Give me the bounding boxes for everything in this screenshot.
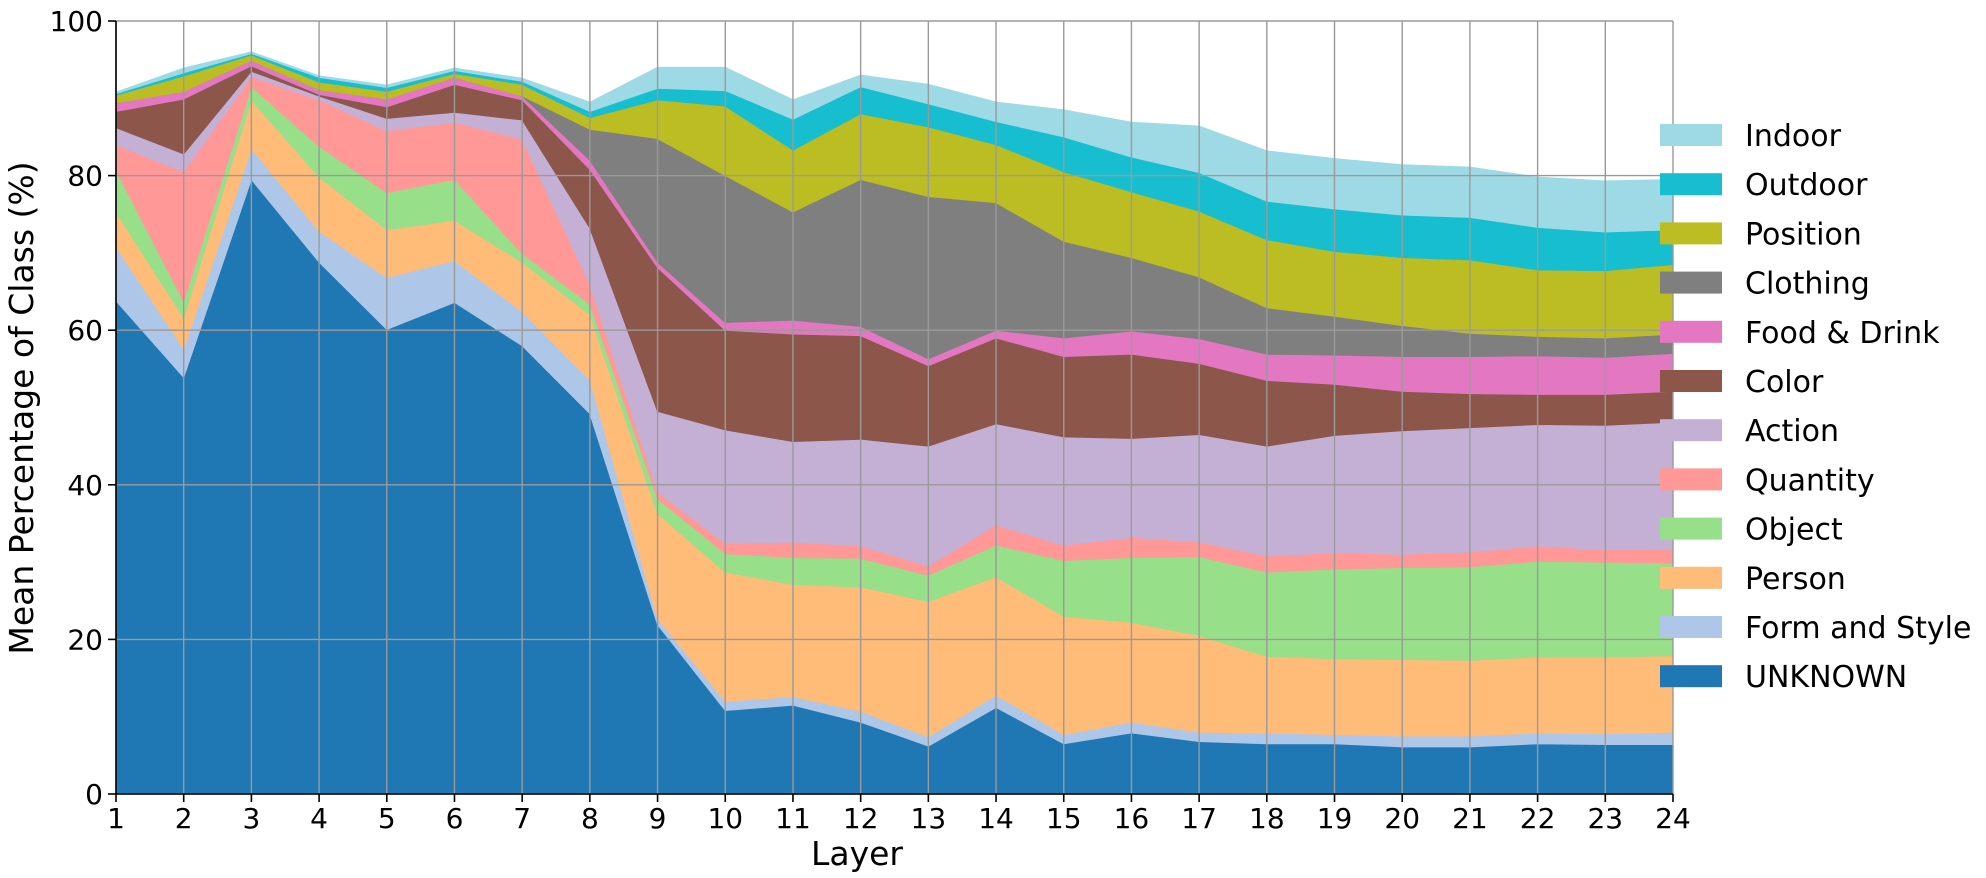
x-tick-label: 17 bbox=[1181, 802, 1217, 835]
legend-item-position: Position bbox=[1660, 217, 1862, 252]
x-tick-label: 5 bbox=[378, 802, 396, 835]
x-tick-label: 9 bbox=[649, 802, 667, 835]
legend-swatch bbox=[1660, 370, 1722, 392]
legend-swatch bbox=[1660, 271, 1722, 294]
legend-label: Object bbox=[1745, 513, 1843, 548]
legend-swatch bbox=[1660, 566, 1722, 589]
legend-label: Quantity bbox=[1745, 463, 1875, 498]
y-tick-label: 100 bbox=[50, 5, 103, 38]
legend-item-quantity: Quantity bbox=[1660, 463, 1875, 498]
x-tick-label: 13 bbox=[911, 802, 947, 835]
legend-swatch bbox=[1660, 222, 1722, 245]
legend-label: UNKNOWN bbox=[1745, 660, 1907, 695]
y-tick-label: 20 bbox=[67, 623, 103, 656]
x-axis-title: Layer bbox=[811, 834, 903, 873]
legend-label: Form and Style bbox=[1745, 611, 1971, 646]
y-tick-label: 80 bbox=[67, 160, 103, 193]
legend-label: Indoor bbox=[1745, 119, 1842, 154]
legend-swatch bbox=[1660, 419, 1722, 442]
x-tick-label: 15 bbox=[1046, 802, 1082, 835]
x-tick-label: 8 bbox=[581, 802, 599, 835]
legend-label: Food & Drink bbox=[1745, 316, 1940, 351]
chart-areas bbox=[115, 51, 1674, 795]
legend-item-unknown: UNKNOWN bbox=[1660, 660, 1907, 695]
x-tick-label: 20 bbox=[1384, 802, 1420, 835]
legend-item-color: Color bbox=[1660, 365, 1824, 400]
legend-swatch bbox=[1660, 173, 1722, 196]
x-tick-label: 4 bbox=[310, 802, 328, 835]
x-tick-label: 24 bbox=[1655, 802, 1691, 835]
x-tick-label: 22 bbox=[1520, 802, 1556, 835]
x-tick-label: 6 bbox=[446, 802, 464, 835]
tick-labels: 1 2 3 4 5 6 7 8 9 10 11 12 13 14 15 16 17 18 19 20 21 22 23 240… bbox=[50, 5, 1691, 835]
y-axis-title: Mean Percentage of Class (%) bbox=[2, 161, 41, 654]
legend-item-form-and-style: Form and Style bbox=[1660, 611, 1971, 646]
legend-item-outdoor: Outdoor bbox=[1660, 168, 1868, 203]
legend-label: Position bbox=[1745, 217, 1862, 252]
legend-item-action: Action bbox=[1660, 414, 1839, 449]
axes bbox=[108, 20, 1674, 802]
x-tick-label: 23 bbox=[1587, 802, 1623, 835]
x-tick-label: 14 bbox=[978, 802, 1014, 835]
y-tick-label: 0 bbox=[85, 778, 103, 811]
legend-item-clothing: Clothing bbox=[1660, 267, 1870, 302]
x-tick-label: 11 bbox=[775, 802, 811, 835]
y-tick-label: 60 bbox=[67, 314, 103, 347]
x-tick-label: 2 bbox=[175, 802, 193, 835]
legend-swatch bbox=[1660, 616, 1722, 638]
legend-item-food-and-drink: Food & Drink bbox=[1660, 316, 1940, 351]
legend-label: Outdoor bbox=[1745, 168, 1868, 203]
x-tick-label: 19 bbox=[1317, 802, 1353, 835]
legend-item-indoor: Indoor bbox=[1660, 119, 1842, 154]
x-tick-label: 7 bbox=[513, 802, 531, 835]
x-tick-label: 10 bbox=[707, 802, 743, 835]
legend-swatch bbox=[1660, 124, 1722, 146]
legend: Indoor Outdoor Position Clothing Food & Drin… bbox=[1660, 119, 1971, 695]
legend-label: Color bbox=[1745, 365, 1824, 400]
y-tick-label: 40 bbox=[67, 469, 103, 502]
legend-swatch bbox=[1660, 517, 1722, 540]
x-tick-label: 21 bbox=[1452, 802, 1488, 835]
x-tick-label: 1 bbox=[107, 802, 125, 835]
legend-swatch bbox=[1660, 320, 1722, 343]
x-tick-label: 3 bbox=[242, 802, 260, 835]
legend-label: Action bbox=[1745, 414, 1839, 449]
legend-item-person: Person bbox=[1660, 562, 1846, 597]
legend-label: Clothing bbox=[1745, 267, 1870, 302]
legend-swatch bbox=[1660, 468, 1722, 491]
x-tick-label: 18 bbox=[1249, 802, 1285, 835]
legend-item-object: Object bbox=[1660, 513, 1843, 548]
x-tick-label: 16 bbox=[1114, 802, 1150, 835]
legend-label: Person bbox=[1745, 562, 1846, 597]
x-tick-label: 12 bbox=[843, 802, 879, 835]
legend-swatch bbox=[1660, 665, 1722, 688]
